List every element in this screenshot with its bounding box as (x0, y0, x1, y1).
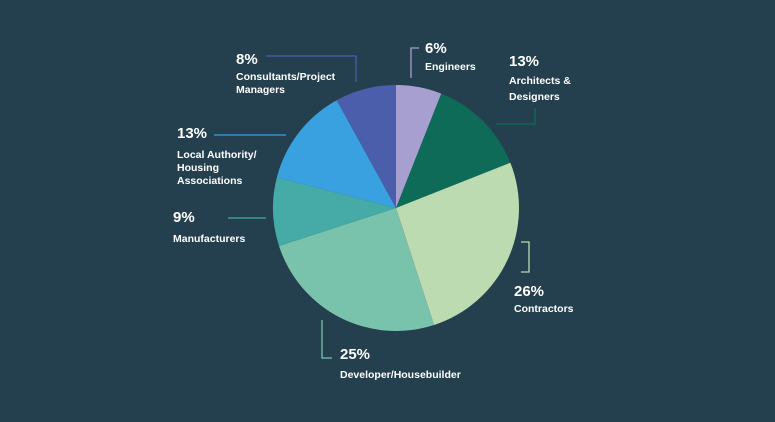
category-label-architects-designers: Architects & Designers (509, 75, 571, 103)
category-label-local-authority-housing-associations: Local Authority/Housing Associations (177, 149, 257, 187)
leader-line-developer-housebuilder (321, 320, 332, 359)
percent-label-manufacturers: 9% (173, 209, 195, 226)
category-label-manufacturers: Manufacturers (173, 233, 246, 245)
pie-slice-local-authority-housing-associations (276, 100, 396, 208)
leader-line-contractors (521, 241, 530, 273)
pie-slice-developer-housebuilder (279, 208, 435, 332)
percent-label-engineers: 6% (425, 40, 447, 57)
leader-line-engineers (410, 47, 419, 78)
percent-label-consultants-project-managers: 8% (236, 51, 258, 68)
category-label-contractors: Contractors (514, 303, 574, 315)
category-label-consultants-project-managers: Consultants/Project Managers (236, 71, 336, 96)
percent-label-architects-designers: 13% (509, 53, 539, 70)
percent-label-developer-housebuilder: 25% (340, 346, 370, 363)
percent-label-contractors: 26% (514, 283, 544, 300)
leader-line-architects-designers (496, 108, 536, 125)
pie-slice-manufacturers (272, 177, 396, 247)
pie-slice-contractors (396, 162, 519, 325)
pie-slice-engineers (396, 85, 442, 208)
category-label-developer-housebuilder: Developer/Housebuilder (340, 369, 461, 381)
pie-slices (272, 85, 519, 332)
pie-slice-consultants-project-managers (336, 85, 396, 208)
pie-slice-architects-designers (396, 93, 511, 208)
percent-label-local-authority-housing-associations: 13% (177, 125, 207, 142)
category-label-engineers: Engineers (425, 61, 476, 73)
leader-lines (214, 47, 536, 359)
slice-labels: 6% Engineers 13% Architects & Designers 26% Co… (173, 40, 574, 381)
leader-line-consultants-project-managers (266, 55, 357, 82)
